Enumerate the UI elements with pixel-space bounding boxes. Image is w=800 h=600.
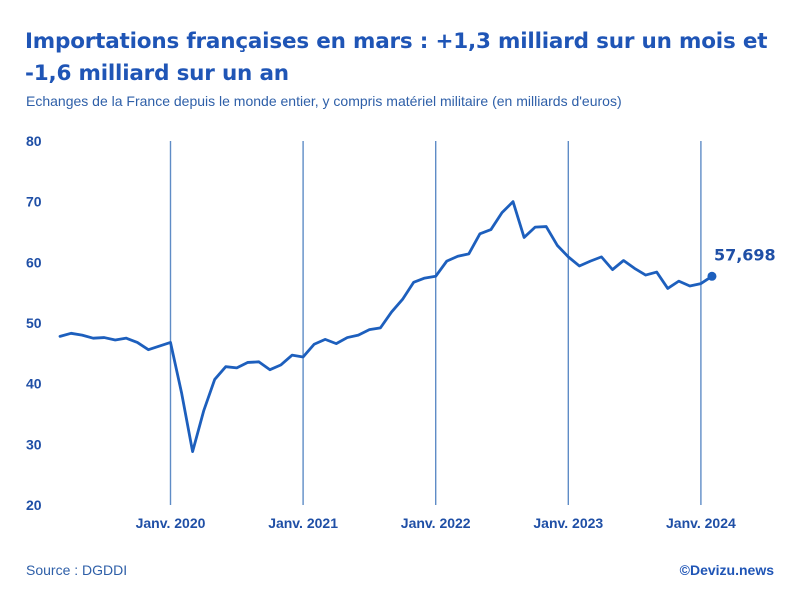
- y-tick-label: 50: [26, 315, 42, 331]
- y-tick-label: 40: [26, 376, 42, 392]
- x-tick-label: Janv. 2024: [666, 515, 736, 531]
- y-tick-label: 70: [26, 194, 42, 210]
- annotation-layer: 57,698: [707, 245, 776, 281]
- last-value-label: 57,698: [714, 245, 776, 264]
- series-line: [58, 200, 714, 454]
- chart-subtitle: Echanges de la France depuis le monde en…: [26, 93, 622, 109]
- x-axis-ticks: Janv. 2020 Janv. 2021 Janv. 2022 Janv. 2023…: [136, 515, 736, 531]
- y-tick-label: 30: [26, 436, 42, 452]
- x-tick-label: Janv. 2021: [268, 515, 338, 531]
- y-tick-label: 60: [26, 254, 42, 270]
- chart-title: Importations françaises en mars : +1,3 m…: [25, 29, 768, 86]
- gridlines: [169, 141, 702, 505]
- y-tick-label: 80: [26, 133, 42, 149]
- x-tick-label: Janv. 2023: [533, 515, 603, 531]
- x-tick-label: Janv. 2020: [136, 515, 206, 531]
- source-note: Source : DGDDI: [26, 562, 128, 578]
- series-layer: [58, 200, 714, 454]
- y-axis-ticks: 20 30 40 50 60 70 80: [26, 133, 42, 513]
- x-tick-label: Janv. 2022: [401, 515, 471, 531]
- brand-credit: ©Devizu.news: [679, 562, 774, 578]
- y-tick-label: 20: [26, 497, 42, 513]
- last-value-dot: [707, 271, 717, 281]
